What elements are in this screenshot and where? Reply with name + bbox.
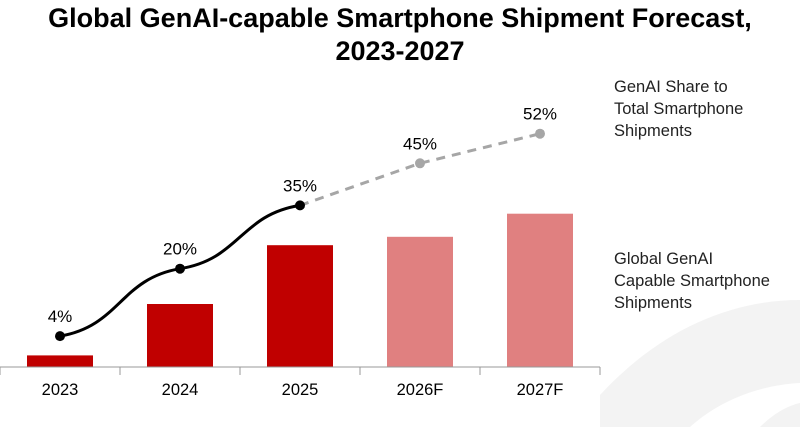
legend-bar-label-3: Shipments bbox=[614, 294, 692, 312]
legend-line-label-2: Total Smartphone bbox=[614, 100, 744, 118]
line-point-2025 bbox=[295, 200, 305, 211]
line-data-label-2026F: 45% bbox=[403, 134, 437, 153]
x-tick-label-2024: 2024 bbox=[162, 381, 199, 399]
line-point-2027F bbox=[535, 128, 545, 139]
bar-2027F bbox=[507, 213, 573, 367]
line-data-label-2024: 20% bbox=[163, 240, 197, 259]
line-data-label-2025: 35% bbox=[283, 176, 317, 195]
line-data-label-2023: 4% bbox=[48, 307, 73, 326]
bar-2026F bbox=[387, 236, 453, 367]
line-series-forecast bbox=[299, 132, 541, 207]
chart-title: Global GenAI-capable Smartphone Shipment… bbox=[0, 2, 800, 68]
x-tick-label-2027F: 2027F bbox=[517, 381, 564, 399]
chart-title-line-2: 2023-2027 bbox=[335, 36, 465, 66]
legend-line-label-1: GenAI Share to bbox=[614, 78, 728, 96]
legend-bar-series: Global GenAI Capable Smartphone Shipment… bbox=[614, 248, 794, 314]
x-tick-label-2025: 2025 bbox=[282, 381, 319, 399]
legend-line-series: GenAI Share to Total Smartphone Shipment… bbox=[614, 76, 794, 142]
bar-2023 bbox=[27, 355, 93, 367]
line-point-2026F bbox=[415, 158, 425, 169]
line-point-2024 bbox=[175, 263, 185, 274]
legend-bar-label-2: Capable Smartphone bbox=[614, 272, 770, 290]
bar-2025 bbox=[267, 245, 333, 367]
legend-bar-label-1: Global GenAI bbox=[614, 250, 714, 268]
line-point-2023 bbox=[55, 331, 65, 342]
chart-title-line-1: Global GenAI-capable Smartphone Shipment… bbox=[48, 3, 752, 33]
bar-2024 bbox=[147, 304, 213, 367]
line-data-label-2027F: 52% bbox=[523, 105, 557, 124]
x-tick-label-2023: 2023 bbox=[42, 381, 79, 399]
legend-line-label-3: Shipments bbox=[614, 122, 692, 140]
x-tick-label-2026F: 2026F bbox=[397, 381, 444, 399]
